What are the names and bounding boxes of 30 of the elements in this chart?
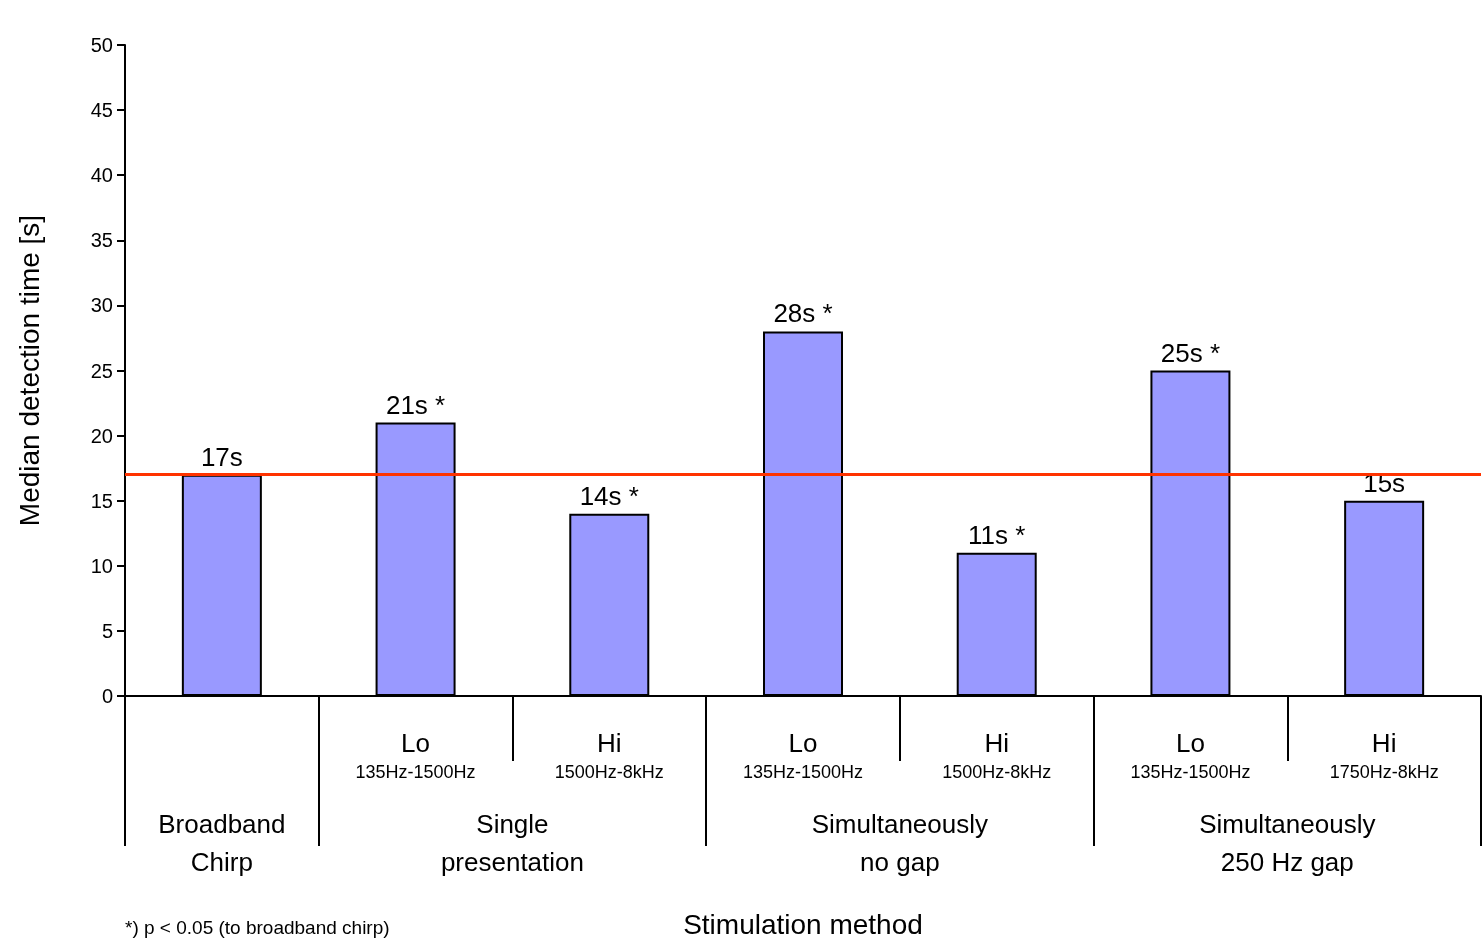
y-axis-title: Median detection time [s] bbox=[13, 214, 45, 527]
y-tick-label: 10 bbox=[90, 554, 113, 577]
text: Simultaneously 250 Hz gap bbox=[1199, 809, 1376, 877]
y-tick-label: 5 bbox=[101, 619, 113, 642]
y-tick-label: 0 bbox=[101, 685, 113, 707]
x-tick-label: Hi 1500Hz-8kHz bbox=[942, 728, 1052, 782]
y-tick-label: 30 bbox=[90, 294, 113, 317]
data-label: 25s * bbox=[1160, 337, 1221, 368]
y-tick-label: 35 bbox=[90, 229, 113, 252]
text: Stimulation method bbox=[683, 908, 923, 940]
text: *) p < 0.05 (to broadband chirp) bbox=[125, 917, 390, 938]
text: Broadband Chirp bbox=[158, 809, 286, 877]
text: Single presentation bbox=[440, 809, 584, 877]
data-label: 21s * bbox=[385, 389, 446, 420]
y-tick-label: 20 bbox=[90, 424, 113, 447]
x-tick-label: Lo 135Hz-1500Hz bbox=[355, 728, 476, 782]
y-tick-label: 50 bbox=[90, 34, 113, 56]
y-tick-label: 15 bbox=[90, 489, 113, 512]
x-tick-label: Hi 1500Hz-8kHz bbox=[554, 728, 664, 782]
data-label: 28s * bbox=[773, 298, 833, 329]
text: Simultaneously no gap bbox=[811, 809, 989, 877]
x-tick-label: Hi 1750Hz-8kHz bbox=[1329, 728, 1439, 782]
data-label: 14s * bbox=[579, 480, 639, 511]
y-tick-label: 25 bbox=[90, 359, 113, 382]
x-tick-label: Lo 135Hz-1500Hz bbox=[1130, 728, 1251, 782]
data-label: 17s bbox=[200, 441, 243, 472]
y-tick-label: 40 bbox=[90, 164, 113, 187]
x-tick-label: Lo 135Hz-1500Hz bbox=[742, 728, 864, 782]
data-label: 11s * bbox=[968, 519, 1026, 550]
y-tick-label: 45 bbox=[90, 99, 113, 122]
